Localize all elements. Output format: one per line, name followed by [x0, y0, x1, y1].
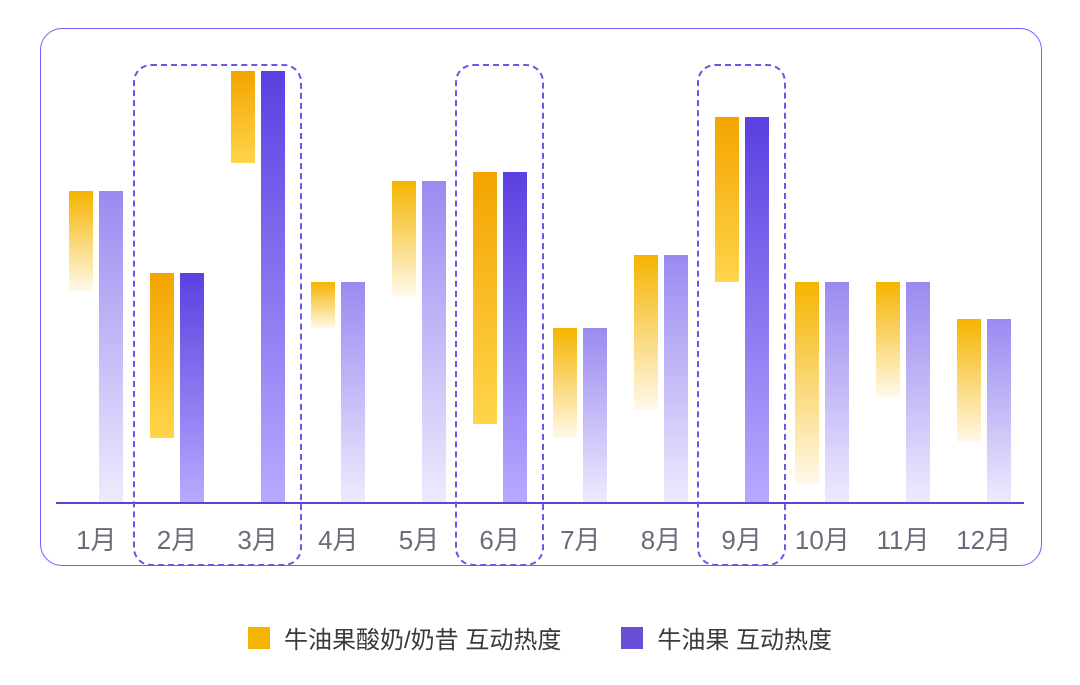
bars-row	[540, 328, 621, 502]
bars-row	[943, 319, 1024, 502]
x-axis-label: 5月	[399, 520, 439, 557]
bars-row	[621, 255, 702, 502]
legend-label: 牛油果 互动热度	[657, 620, 832, 655]
category: 4月	[298, 44, 379, 502]
bar-avocado	[906, 282, 930, 502]
x-axis-label: 1月	[76, 520, 116, 557]
bar-avocado	[583, 328, 607, 502]
legend-label: 牛油果酸奶/奶昔 互动热度	[284, 620, 561, 655]
legend-item: 牛油果 互动热度	[621, 620, 832, 655]
category: 10月	[782, 44, 863, 502]
category: 1月	[56, 44, 137, 502]
bar-yogurt	[69, 191, 93, 292]
bars-row	[298, 282, 379, 502]
bars-row	[863, 282, 944, 502]
legend-item: 牛油果酸奶/奶昔 互动热度	[248, 620, 561, 655]
highlight-box	[455, 64, 544, 566]
legend-swatch	[248, 627, 270, 649]
legend-swatch	[621, 627, 643, 649]
bar-yogurt	[553, 328, 577, 438]
category: 7月	[540, 44, 621, 502]
category: 11月	[863, 44, 944, 502]
x-axis-label: 11月	[876, 520, 929, 557]
highlight-box	[133, 64, 302, 566]
x-axis-label: 12月	[956, 520, 1011, 557]
bar-yogurt	[957, 319, 981, 443]
x-axis-label: 7月	[560, 520, 600, 557]
highlight-box	[697, 64, 786, 566]
bar-avocado	[341, 282, 365, 502]
bar-avocado	[99, 191, 123, 502]
bars-row	[379, 181, 460, 502]
legend: 牛油果酸奶/奶昔 互动热度 牛油果 互动热度	[0, 620, 1080, 655]
category: 12月	[943, 44, 1024, 502]
bar-avocado	[825, 282, 849, 502]
bar-avocado	[987, 319, 1011, 502]
bar-yogurt	[795, 282, 819, 484]
bar-yogurt	[876, 282, 900, 397]
bar-yogurt	[392, 181, 416, 296]
bars-row	[56, 191, 137, 502]
bar-yogurt	[311, 282, 335, 328]
bars-row	[782, 282, 863, 502]
bar-avocado	[422, 181, 446, 502]
x-axis-label: 8月	[641, 520, 681, 557]
bar-chart: 1月2月3月4月5月6月7月8月9月10月11月12月 牛油果酸奶/奶昔 互动热…	[0, 0, 1080, 685]
bar-avocado	[664, 255, 688, 502]
bar-yogurt	[634, 255, 658, 411]
x-axis-label: 10月	[795, 520, 850, 557]
category: 5月	[379, 44, 460, 502]
x-axis-label: 4月	[318, 520, 358, 557]
category: 8月	[621, 44, 702, 502]
